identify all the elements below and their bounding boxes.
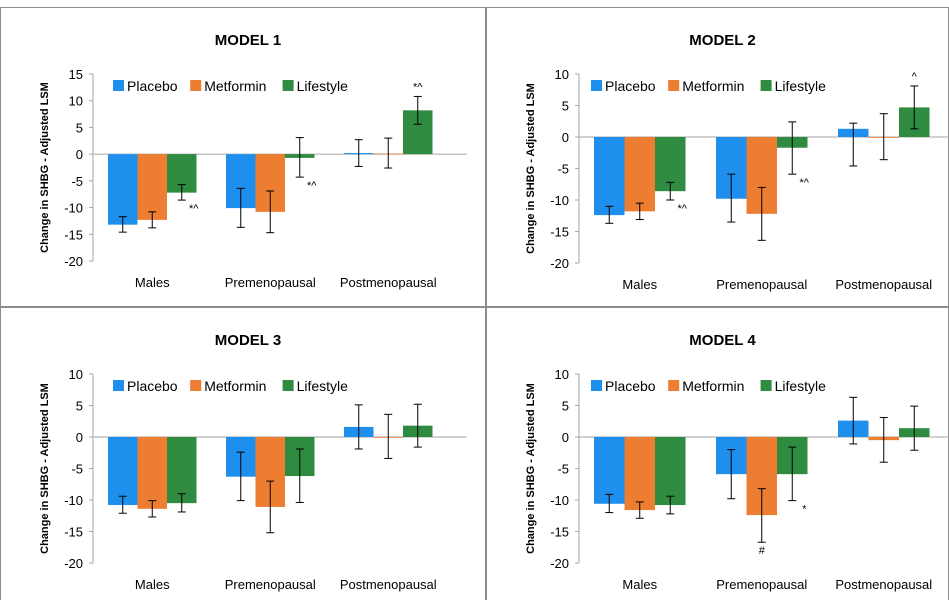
significance-marker: #: [759, 545, 766, 557]
bar-metformin-males: [137, 154, 167, 220]
bar-metformin-males: [624, 137, 655, 212]
y-tick-label: 5: [562, 399, 569, 414]
chart-title: MODEL 2: [689, 32, 755, 49]
y-axis-label: Change in SHBG - Adjusted LSM: [39, 383, 51, 554]
y-axis-label: Change in SHBG - Adjusted LSM: [39, 82, 51, 253]
y-axis-label: Change in SHBG - Adjusted LSM: [525, 383, 537, 554]
legend-label-placebo: Placebo: [127, 378, 178, 394]
x-category-label: Premenopausal: [716, 577, 807, 592]
y-tick-label: -5: [557, 162, 569, 177]
y-tick-label: 0: [76, 430, 83, 445]
y-tick-label: 10: [69, 367, 83, 382]
bar-lifestyle-males: [655, 437, 686, 506]
y-tick-label: -5: [557, 462, 569, 477]
legend-label-metformin: Metformin: [682, 378, 744, 394]
y-tick-label: -10: [550, 493, 569, 508]
x-category-label: Postmenopausal: [835, 577, 932, 592]
chart-panel-model-2: MODEL 2 Change in SHBG - Adjusted LSM 10 5 0…: [486, 7, 949, 307]
y-tick-label: -5: [71, 174, 83, 189]
x-category-label: Premenopausal: [716, 277, 807, 292]
bar-placebo-males: [108, 437, 138, 506]
legend-swatch-lifestyle: [282, 80, 294, 91]
significance-marker: ^: [912, 71, 918, 83]
significance-marker: *^: [678, 203, 688, 215]
chart-panel-model-1: MODEL 1 Change in SHBG - Adjusted LSM 15 10…: [0, 7, 486, 307]
y-tick-label: -20: [64, 254, 83, 269]
x-category-label: Postmenopausal: [340, 577, 437, 592]
chart-model-2: MODEL 2 Change in SHBG - Adjusted LSM 10 5 0…: [525, 32, 949, 292]
y-tick-label: -5: [71, 462, 83, 477]
x-category-label: Males: [622, 577, 657, 592]
y-tick-label: 0: [562, 130, 569, 145]
legend-swatch-lifestyle: [760, 380, 772, 391]
chart-title: MODEL 3: [215, 332, 281, 349]
significance-marker: *^: [307, 180, 317, 192]
legend-swatch-metformin: [668, 80, 680, 91]
legend-swatch-placebo: [591, 380, 602, 391]
y-tick-label: 10: [555, 367, 569, 382]
y-tick-label: 5: [76, 120, 83, 135]
y-tick-label: -10: [64, 201, 83, 216]
legend-swatch-placebo: [113, 380, 124, 391]
chart-title: MODEL 1: [215, 32, 281, 49]
legend-label-metformin: Metformin: [204, 78, 266, 94]
bar-metformin-males: [137, 437, 167, 509]
chart-model-1: MODEL 1 Change in SHBG - Adjusted LSM 15 10…: [39, 32, 467, 290]
legend-swatch-metformin: [190, 80, 202, 91]
y-tick-label: -15: [64, 525, 83, 540]
bar-placebo-males: [594, 437, 625, 504]
x-category-label: Postmenopausal: [835, 277, 932, 292]
significance-marker: *^: [800, 177, 810, 189]
bar-metformin-males: [624, 437, 655, 511]
y-tick-label: 15: [69, 67, 83, 82]
significance-marker: *: [802, 504, 807, 516]
y-tick-label: -15: [64, 227, 83, 242]
significance-marker: *^: [189, 203, 199, 215]
y-tick-label: 5: [562, 99, 569, 114]
legend-label-lifestyle: Lifestyle: [297, 78, 349, 94]
legend-swatch-placebo: [591, 80, 602, 91]
chart-model-3: MODEL 3 Change in SHBG - Adjusted LSM 10 5 0…: [39, 332, 467, 592]
y-tick-label: -15: [550, 225, 569, 240]
y-tick-label: -15: [550, 525, 569, 540]
legend-label-placebo: Placebo: [605, 378, 656, 394]
y-tick-label: -20: [550, 556, 569, 571]
y-tick-label: -10: [64, 493, 83, 508]
y-tick-label: 5: [76, 399, 83, 414]
bar-placebo-males: [594, 137, 625, 216]
legend-swatch-lifestyle: [282, 380, 294, 391]
x-category-label: Postmenopausal: [340, 275, 437, 290]
x-category-label: Premenopausal: [225, 275, 316, 290]
legend-swatch-metformin: [668, 380, 680, 391]
y-tick-label: -20: [64, 556, 83, 571]
chart-model-4: MODEL 4 Change in SHBG - Adjusted LSM 10 5 0…: [525, 332, 949, 592]
x-category-label: Males: [135, 275, 170, 290]
y-tick-label: -10: [550, 193, 569, 208]
x-category-label: Males: [135, 577, 170, 592]
x-category-label: Males: [622, 277, 657, 292]
y-tick-label: 0: [76, 147, 83, 162]
y-tick-label: 10: [555, 67, 569, 82]
legend-label-lifestyle: Lifestyle: [297, 378, 349, 394]
legend-label-placebo: Placebo: [605, 78, 656, 94]
legend-label-metformin: Metformin: [204, 378, 266, 394]
legend-label-lifestyle: Lifestyle: [775, 378, 827, 394]
bar-placebo-males: [108, 154, 138, 225]
chart-title: MODEL 4: [689, 332, 756, 349]
bar-lifestyle-males: [167, 437, 197, 504]
x-category-label: Premenopausal: [225, 577, 316, 592]
legend-swatch-lifestyle: [760, 80, 772, 91]
y-tick-label: 0: [562, 430, 569, 445]
legend-label-metformin: Metformin: [682, 78, 744, 94]
legend-label-lifestyle: Lifestyle: [775, 78, 827, 94]
chart-panel-model-4: MODEL 4 Change in SHBG - Adjusted LSM 10 5 0…: [486, 307, 949, 600]
legend-label-placebo: Placebo: [127, 78, 178, 94]
significance-marker: *^: [413, 81, 423, 93]
y-axis-label: Change in SHBG - Adjusted LSM: [525, 83, 537, 254]
legend-swatch-placebo: [113, 80, 124, 91]
chart-panel-model-3: MODEL 3 Change in SHBG - Adjusted LSM 10 5 0…: [0, 307, 486, 600]
y-tick-label: -20: [550, 256, 569, 271]
legend-swatch-metformin: [190, 380, 202, 391]
y-tick-label: 10: [69, 94, 83, 109]
